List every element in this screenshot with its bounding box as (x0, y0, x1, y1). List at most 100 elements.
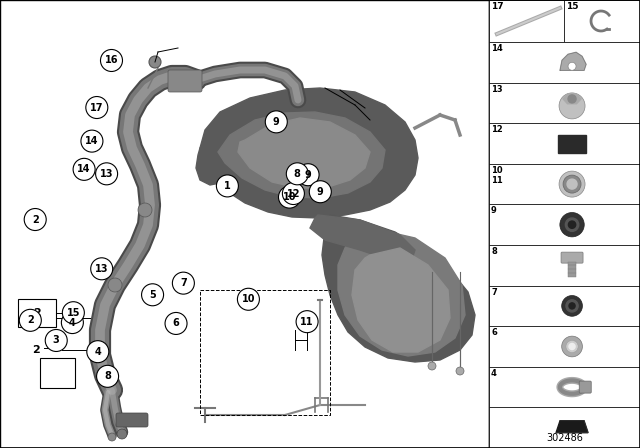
Circle shape (19, 309, 42, 332)
Circle shape (165, 312, 187, 335)
Text: 14: 14 (85, 136, 99, 146)
Text: 17: 17 (491, 2, 504, 11)
Text: 14: 14 (491, 44, 503, 53)
Text: 9: 9 (317, 187, 324, 197)
Circle shape (559, 171, 585, 197)
FancyBboxPatch shape (558, 134, 586, 152)
Text: 2: 2 (32, 345, 40, 355)
FancyBboxPatch shape (40, 358, 75, 388)
Circle shape (266, 111, 287, 133)
Polygon shape (200, 88, 418, 218)
Text: 14: 14 (77, 164, 91, 174)
Circle shape (108, 278, 122, 292)
Circle shape (566, 300, 578, 312)
FancyBboxPatch shape (489, 367, 640, 407)
Polygon shape (563, 94, 581, 104)
Circle shape (91, 258, 113, 280)
Text: 13: 13 (491, 85, 502, 94)
Circle shape (278, 186, 301, 208)
FancyBboxPatch shape (564, 0, 640, 42)
Circle shape (286, 163, 308, 185)
Polygon shape (556, 421, 588, 433)
Circle shape (456, 367, 464, 375)
Circle shape (87, 340, 109, 363)
Polygon shape (322, 215, 475, 362)
Circle shape (149, 56, 161, 68)
Text: 13: 13 (100, 169, 113, 179)
Circle shape (562, 296, 582, 316)
Text: 10: 10 (242, 294, 255, 304)
FancyBboxPatch shape (116, 413, 148, 427)
Circle shape (216, 175, 238, 197)
FancyBboxPatch shape (568, 262, 576, 277)
Circle shape (117, 429, 127, 439)
Circle shape (81, 130, 103, 152)
Text: 8: 8 (104, 371, 111, 381)
FancyBboxPatch shape (489, 0, 564, 42)
FancyBboxPatch shape (489, 82, 640, 123)
Text: 6: 6 (491, 328, 497, 337)
FancyBboxPatch shape (579, 381, 591, 393)
Text: 3: 3 (53, 336, 60, 345)
Circle shape (73, 158, 95, 181)
Circle shape (296, 310, 318, 333)
Circle shape (297, 164, 319, 186)
Polygon shape (238, 118, 370, 188)
Circle shape (568, 221, 576, 228)
Circle shape (569, 303, 575, 309)
Circle shape (86, 96, 108, 119)
Circle shape (24, 208, 46, 231)
Text: 302486: 302486 (546, 433, 583, 443)
FancyBboxPatch shape (489, 0, 640, 448)
Text: 9: 9 (491, 207, 497, 215)
Text: 8: 8 (491, 247, 497, 256)
FancyBboxPatch shape (489, 123, 640, 164)
Text: 9: 9 (273, 117, 280, 127)
Circle shape (45, 329, 67, 352)
Text: 2: 2 (27, 315, 34, 325)
Circle shape (138, 203, 152, 217)
Circle shape (428, 362, 436, 370)
Text: 10
11: 10 11 (491, 166, 503, 185)
FancyBboxPatch shape (489, 407, 640, 448)
Text: 15: 15 (566, 2, 579, 11)
Circle shape (567, 179, 577, 189)
Circle shape (559, 93, 585, 119)
Circle shape (560, 212, 584, 237)
Text: 11: 11 (300, 317, 314, 327)
Circle shape (309, 181, 332, 203)
Circle shape (141, 284, 164, 306)
FancyBboxPatch shape (561, 252, 583, 263)
Text: 9: 9 (305, 170, 312, 180)
Text: 4: 4 (491, 369, 497, 378)
Circle shape (569, 344, 575, 349)
Text: 7: 7 (491, 288, 497, 297)
Circle shape (95, 163, 118, 185)
Circle shape (97, 365, 118, 388)
Text: 1: 1 (224, 181, 231, 191)
Polygon shape (310, 215, 415, 265)
Circle shape (282, 182, 305, 205)
FancyBboxPatch shape (0, 0, 489, 448)
Text: 16: 16 (105, 56, 118, 65)
Text: 2: 2 (33, 308, 41, 318)
Circle shape (563, 175, 581, 193)
Circle shape (565, 218, 579, 232)
FancyBboxPatch shape (489, 326, 640, 367)
Circle shape (61, 311, 83, 334)
FancyBboxPatch shape (18, 299, 56, 327)
Text: 6: 6 (173, 319, 179, 328)
Polygon shape (560, 52, 586, 70)
Circle shape (108, 433, 116, 441)
Text: 8: 8 (294, 169, 301, 179)
Circle shape (568, 62, 576, 70)
Text: 12: 12 (491, 125, 503, 134)
FancyBboxPatch shape (168, 70, 202, 92)
Circle shape (237, 288, 259, 310)
Circle shape (562, 336, 582, 357)
FancyBboxPatch shape (489, 204, 640, 245)
Polygon shape (352, 248, 450, 352)
Text: 2: 2 (32, 215, 38, 224)
Circle shape (172, 272, 195, 294)
Text: 4: 4 (69, 318, 76, 327)
